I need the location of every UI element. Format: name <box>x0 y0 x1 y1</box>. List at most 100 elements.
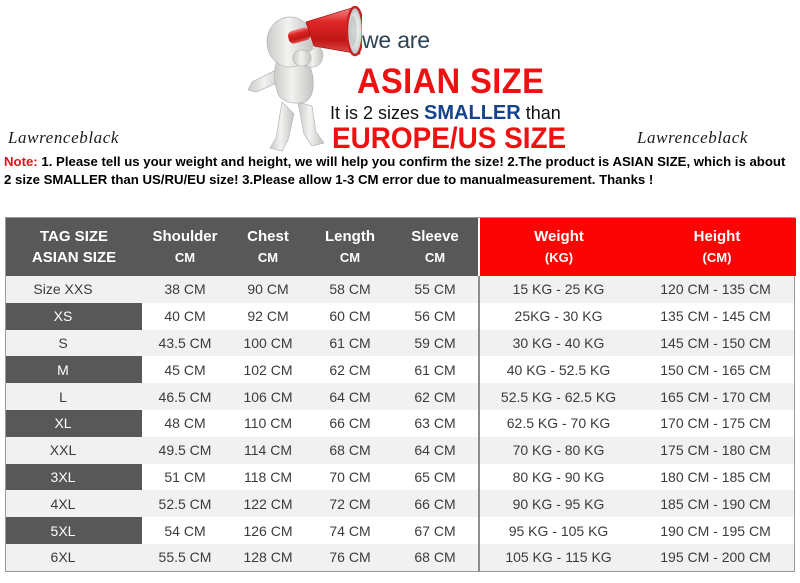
header-shoulder-unit: CM <box>174 250 196 265</box>
cell-shoulder: 48 CM <box>164 415 206 432</box>
cell-length: 68 CM <box>329 442 371 459</box>
smaller-than-line: It is 2 sizes SMALLER than <box>330 102 561 125</box>
header-shoulder: Shoulder CM <box>142 218 228 276</box>
header-length-line1: Length <box>325 228 375 245</box>
cell-sleeve: 66 CM <box>414 495 456 512</box>
cell-height: 185 CM - 190 CM <box>660 495 771 512</box>
cell-chest: 118 CM <box>244 468 292 485</box>
cell-weight: 70 KG - 80 KG <box>512 442 605 459</box>
cell-length: 74 CM <box>329 522 371 539</box>
table-row: 3XL 51 CM 118 CM 70 CM 65 CM 80 KG - 90 KG 180… <box>6 463 794 491</box>
cell-tag-size: 3XL <box>6 463 142 491</box>
europe-us-size-headline: EUROPE/US SIZE <box>332 122 567 155</box>
cell-weight: 62.5 KG - 70 KG <box>506 415 611 432</box>
cell-chest: 128 CM <box>243 549 293 566</box>
cell-length: 62 CM <box>329 361 371 378</box>
cell-chest: 106 CM <box>243 388 293 405</box>
cell-height: 180 CM - 185 CM <box>660 468 771 485</box>
cell-height: 190 CM - 195 CM <box>660 522 771 539</box>
table-body: Size XXS 38 CM 90 CM 58 CM 55 CM 15 KG - 25 K… <box>6 276 794 571</box>
cell-chest: 102 CM <box>243 361 293 378</box>
cell-sleeve: 68 CM <box>414 549 456 566</box>
table-row: XXL 49.5 CM 114 CM 68 CM 64 CM 70 KG - 80 KG 1… <box>6 436 794 464</box>
table-row: L 46.5 CM 106 CM 64 CM 62 CM 52.5 KG - 62.5 K… <box>6 383 794 410</box>
table-row: XL 48 CM 110 CM 66 CM 63 CM 62.5 KG - 70 KG 17… <box>6 409 794 437</box>
cell-sleeve: 55 CM <box>414 281 456 298</box>
cell-tag-size: 4XL <box>50 495 76 512</box>
cell-shoulder: 51 CM <box>164 468 206 485</box>
table-row: XS 40 CM 92 CM 60 CM 56 CM 25KG - 30 KG 135 CM… <box>6 302 794 330</box>
header-length: Length CM <box>308 218 392 276</box>
table-header-row: TAG SIZE ASIAN SIZE Shoulder CM Chest CM… <box>6 218 796 276</box>
cell-weight: 25KG - 30 KG <box>514 308 603 325</box>
we-are-text: we are <box>362 27 430 53</box>
cell-sleeve: 59 CM <box>414 334 456 351</box>
watermark-right: Lawrenceblack <box>637 128 749 147</box>
cell-sleeve: 62 CM <box>414 388 456 405</box>
cell-tag-size: 6XL <box>50 549 76 566</box>
table-row: 4XL 52.5 CM 122 CM 72 CM 66 CM 90 KG - 95 KG 1… <box>6 490 794 518</box>
cell-shoulder: 52.5 CM <box>158 495 212 512</box>
cell-shoulder: 43.5 CM <box>158 334 212 351</box>
header-sleeve: Sleeve CM <box>392 218 478 276</box>
column-divider <box>478 383 480 410</box>
cell-sleeve: 56 CM <box>414 308 456 325</box>
cell-tag-size: XXL <box>49 442 77 459</box>
cell-length: 66 CM <box>329 415 371 432</box>
cell-tag-size: XS <box>6 302 142 330</box>
header-weight: Weight (KG) <box>480 218 638 276</box>
smaller-suffix: than <box>520 103 561 123</box>
column-divider <box>478 436 480 464</box>
column-divider <box>478 276 480 303</box>
cell-height: 150 CM - 165 CM <box>660 361 771 378</box>
header-length-unit: CM <box>339 250 361 265</box>
note-text: 1. Please tell us your weight and height… <box>4 154 786 187</box>
header-weight-line1: Weight <box>534 228 584 245</box>
cell-chest: 100 CM <box>243 334 293 351</box>
header-sleeve-line1: Sleeve <box>411 228 459 245</box>
header-chest: Chest CM <box>228 218 308 276</box>
cell-tag-size: L <box>59 388 67 405</box>
cell-tag-size: Size XXS <box>33 281 93 298</box>
header-shoulder-line1: Shoulder <box>152 228 218 245</box>
header-chest-line1: Chest <box>247 228 289 245</box>
cell-height: 145 CM - 150 CM <box>660 334 771 351</box>
cell-height: 170 CM - 175 CM <box>660 415 771 432</box>
header-height-line1: Height <box>693 228 741 245</box>
column-divider <box>478 463 480 491</box>
cell-length: 64 CM <box>329 388 371 405</box>
smaller-prefix: It is 2 sizes <box>330 103 425 123</box>
table-row: 6XL 55.5 CM 128 CM 76 CM 68 CM 105 KG - 115 K… <box>6 543 794 571</box>
table-row: S 43.5 CM 100 CM 61 CM 59 CM 30 KG - 40 KG 145… <box>6 329 794 357</box>
cell-sleeve: 67 CM <box>414 522 456 539</box>
cell-sleeve: 65 CM <box>414 468 456 485</box>
header-measurements-group: TAG SIZE ASIAN SIZE Shoulder CM Chest CM… <box>6 218 478 276</box>
column-divider <box>478 409 480 437</box>
note-block: Note: 1. Please tell us your weight and … <box>4 153 796 188</box>
smaller-word: SMALLER <box>424 102 521 124</box>
column-divider <box>478 329 480 357</box>
column-divider <box>478 356 480 384</box>
table-row: M 45 CM 102 CM 62 CM 61 CM 40 KG - 52.5 KG 150… <box>6 356 794 384</box>
cell-shoulder: 40 CM <box>164 308 206 325</box>
cell-length: 58 CM <box>329 281 371 298</box>
cell-length: 61 CM <box>329 334 371 351</box>
cell-height: 135 CM - 145 CM <box>660 308 771 325</box>
header-height: Height (CM) <box>638 218 796 276</box>
watermark-left: Lawrenceblack <box>8 128 120 147</box>
megaphone-mascot-icon <box>247 6 362 152</box>
table-row: 5XL 54 CM 126 CM 74 CM 67 CM 95 KG - 105 KG 19… <box>6 517 794 544</box>
header-tag-size-line1: TAG SIZE <box>39 228 109 245</box>
header-sleeve-unit: CM <box>424 250 446 265</box>
cell-height: 120 CM - 135 CM <box>660 281 771 298</box>
cell-chest: 92 CM <box>247 308 289 325</box>
cell-shoulder: 46.5 CM <box>158 388 212 405</box>
cell-sleeve: 64 CM <box>414 442 456 459</box>
cell-shoulder: 55.5 CM <box>158 549 212 566</box>
cell-weight: 80 KG - 90 KG <box>512 468 605 485</box>
cell-length: 76 CM <box>329 549 371 566</box>
cell-weight: 30 KG - 40 KG <box>512 334 605 351</box>
cell-tag-size: 5XL <box>6 517 142 544</box>
cell-tag-size: M <box>6 356 142 384</box>
cell-height: 175 CM - 180 CM <box>660 442 771 459</box>
